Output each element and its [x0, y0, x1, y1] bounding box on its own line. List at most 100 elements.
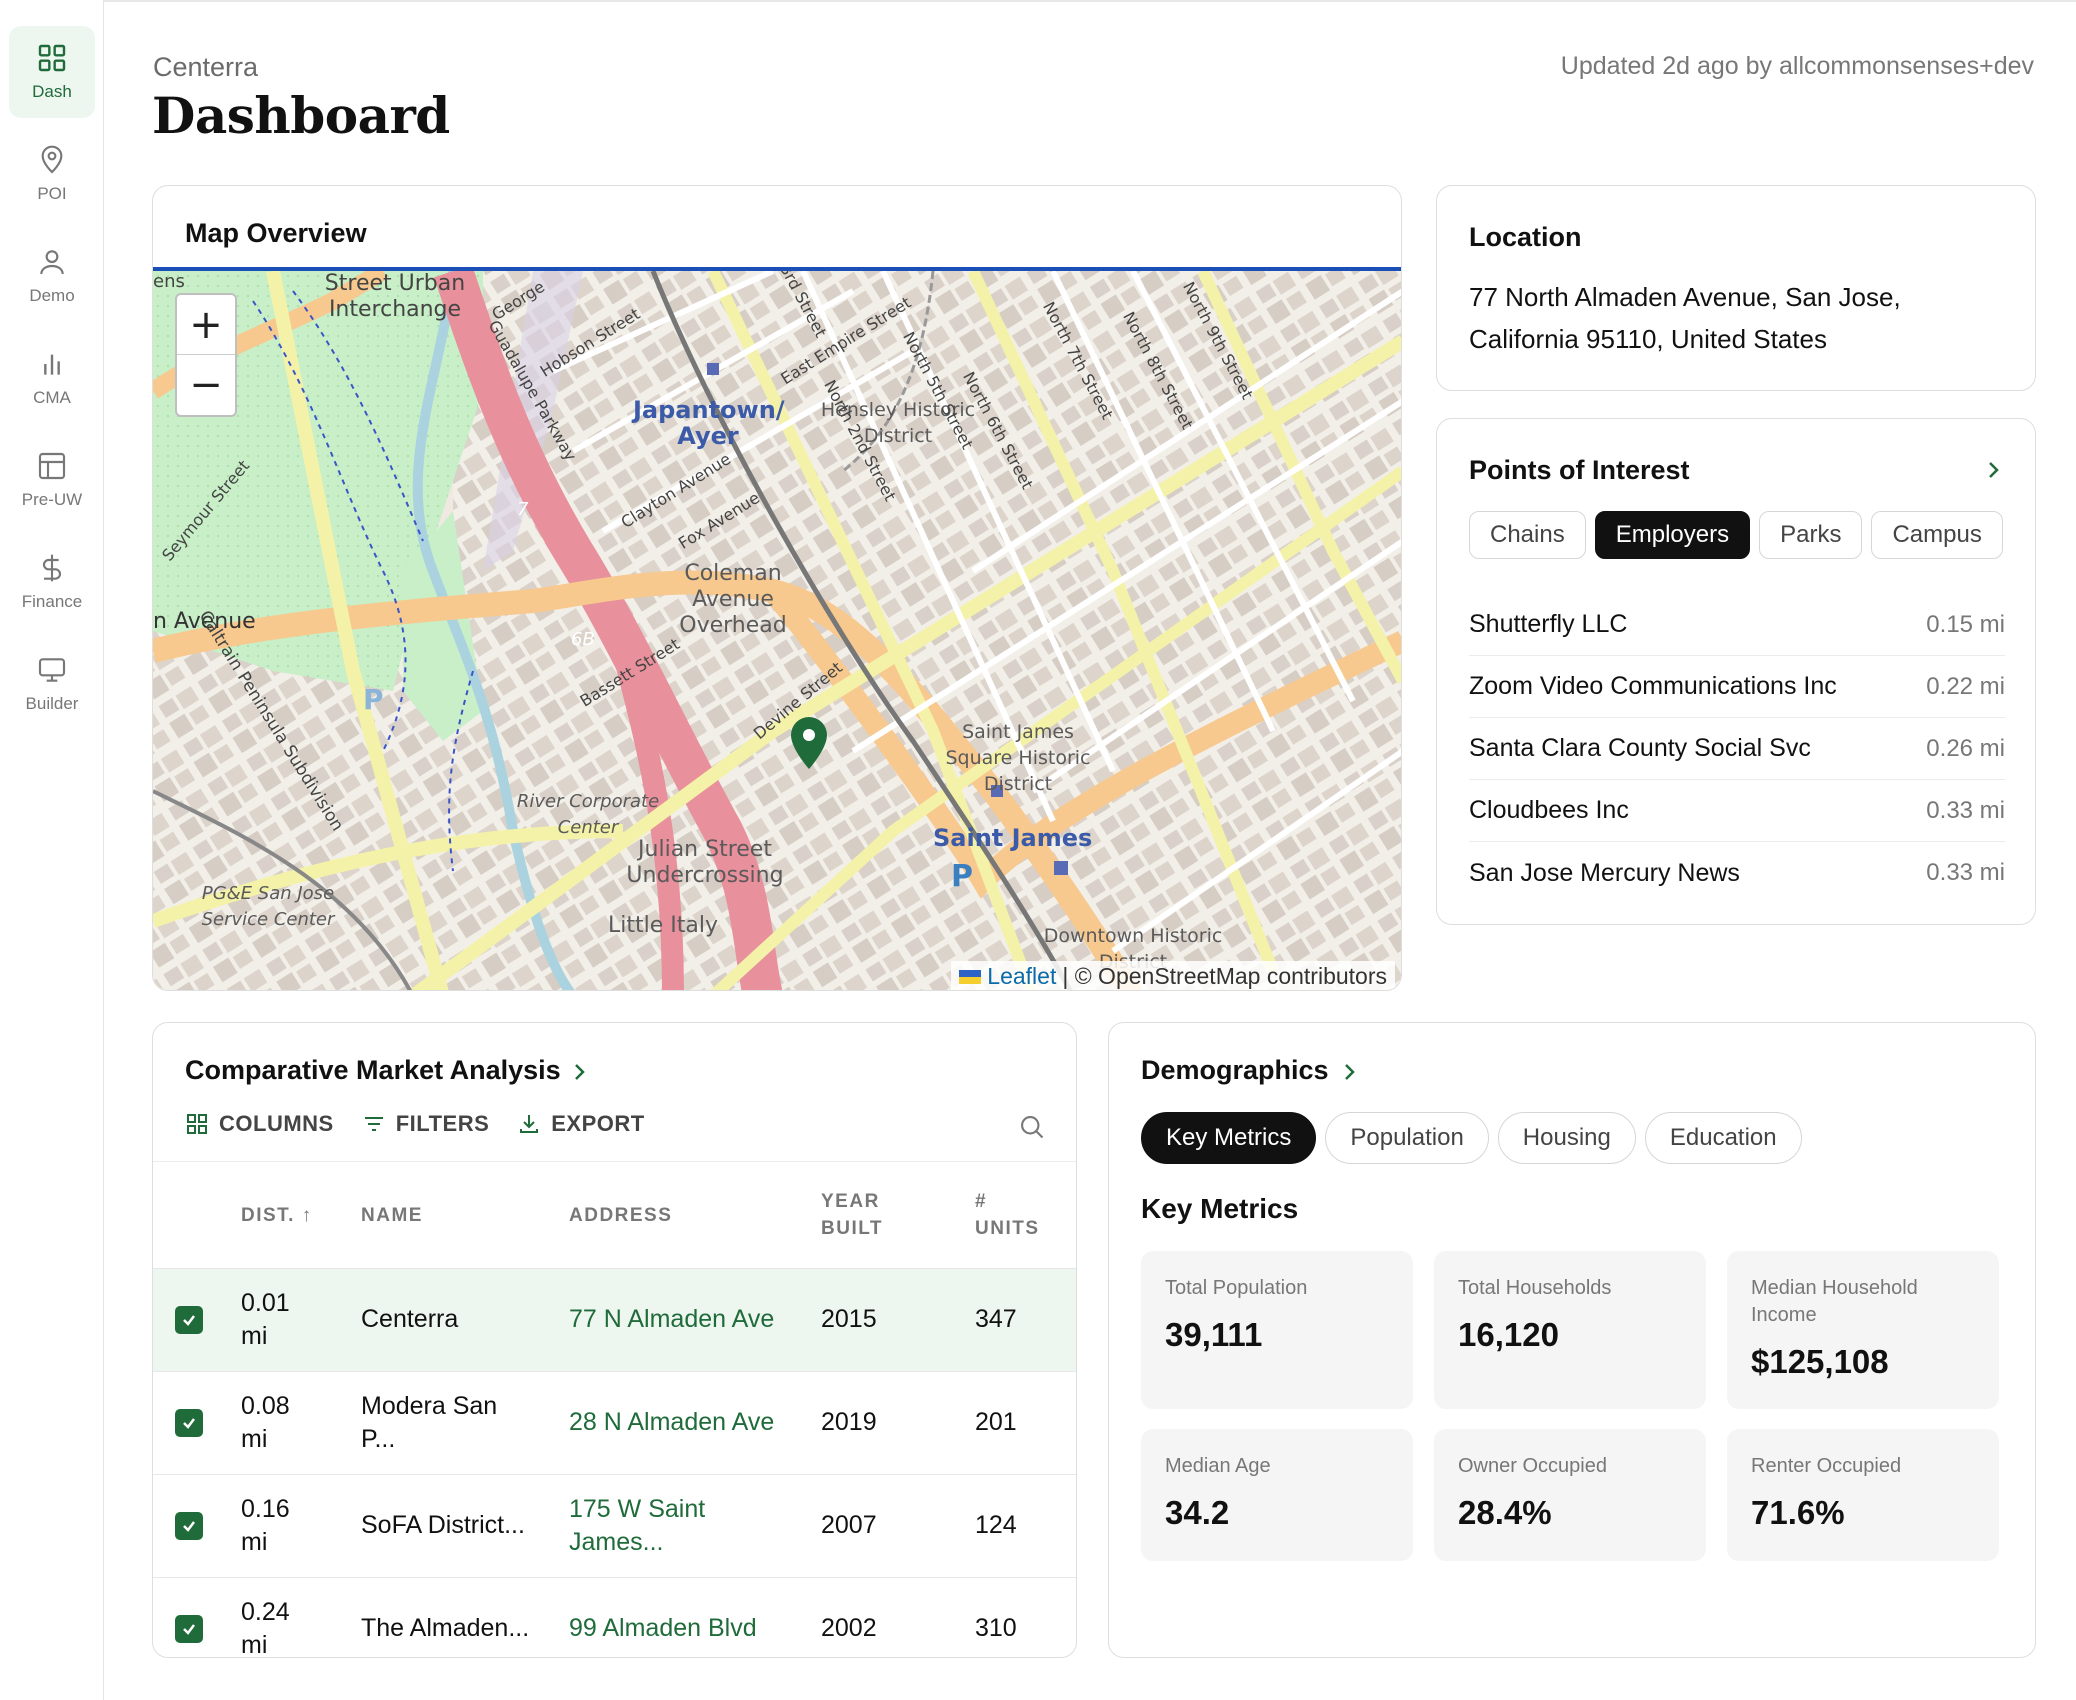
cell-address[interactable]: 77 N Almaden Ave	[569, 1305, 775, 1333]
row-checkbox[interactable]	[175, 1409, 203, 1437]
sidebar-item-demo[interactable]: Demo	[9, 230, 95, 322]
sidebar-item-cma[interactable]: CMA	[9, 332, 95, 424]
table-row[interactable]: 0.24 mi The Almaden... 99 Almaden Blvd 20…	[153, 1578, 1076, 1657]
column-header-units[interactable]: # UNITS	[975, 1188, 1040, 1242]
row-checkbox[interactable]	[175, 1512, 203, 1540]
cell-name: The Almaden...	[361, 1614, 530, 1642]
property-marker	[791, 717, 827, 769]
poi-list: Shutterfly LLC 0.15 mi Zoom Video Communi…	[1469, 594, 2005, 904]
column-header-address[interactable]: ADDRESS	[569, 1205, 673, 1226]
cell-name-line2: P...	[361, 1425, 396, 1453]
tab-parks[interactable]: Parks	[1759, 511, 1863, 559]
cell-name: Modera San P...	[361, 1390, 497, 1456]
list-item[interactable]: Shutterfly LLC 0.15 mi	[1469, 594, 2005, 656]
map-label-little-italy: Little Italy	[608, 913, 718, 938]
location-address: 77 North Almaden Avenue, San Jose, Calif…	[1469, 282, 1901, 354]
zoom-out-button[interactable]: −	[189, 362, 223, 408]
map-view[interactable]: ens Street Urban Interchange Japantown/ …	[153, 267, 1401, 990]
map-label-avenue: n Avenue	[153, 609, 256, 634]
stat-owner-occupied: Owner Occupied 28.4%	[1434, 1429, 1706, 1561]
list-item[interactable]: Cloudbees Inc 0.33 mi	[1469, 780, 2005, 842]
columns-button[interactable]: COLUMNS	[185, 1111, 334, 1137]
osm-attribution: | © OpenStreetMap contributors	[1062, 963, 1387, 989]
list-item[interactable]: Santa Clara County Social Svc 0.26 mi	[1469, 718, 2005, 780]
filter-icon	[364, 1117, 383, 1131]
table-row[interactable]: 0.16 mi SoFA District... 175 W Saint James…	[153, 1475, 1076, 1578]
demographics-tabs: Key Metrics Population Housing Education	[1141, 1112, 1802, 1164]
demographics-title[interactable]: Demographics	[1141, 1055, 1329, 1085]
sidebar-item-poi[interactable]: POI	[9, 128, 95, 220]
cell-units: 310	[975, 1614, 1017, 1642]
tab-housing[interactable]: Housing	[1497, 1112, 1636, 1164]
cell-dist-unit: mi	[241, 1322, 268, 1350]
map-label-route-7: 7	[517, 499, 529, 520]
list-item[interactable]: Zoom Video Communications Inc 0.22 mi	[1469, 656, 2005, 718]
cell-name-line1: Modera San	[361, 1392, 498, 1420]
row-checkbox[interactable]	[175, 1306, 203, 1334]
location-card: Location 77 North Almaden Avenue, San Jo…	[1436, 185, 2036, 391]
breadcrumb[interactable]: Centerra	[153, 52, 259, 82]
map-label-interchange: Street Urban Interchange	[324, 271, 466, 322]
export-button[interactable]: EXPORT	[517, 1111, 644, 1137]
table-row[interactable]: 0.08 mi Modera San P... 28 N Almaden Ave 2…	[153, 1372, 1076, 1475]
stat-label: Median Age	[1165, 1455, 1271, 1477]
cell-address[interactable]: 28 N Almaden Ave	[569, 1408, 775, 1436]
stat-label: Owner Occupied	[1458, 1455, 1607, 1477]
table-row[interactable]: 0.01 mi Centerra 77 N Almaden Ave 2015 34…	[153, 1269, 1076, 1372]
cell-address[interactable]: 175 W Saint James...	[569, 1493, 705, 1559]
poi-title[interactable]: Points of Interest	[1469, 455, 1690, 485]
cell-year: 2002	[821, 1614, 877, 1642]
poi-name: San Jose Mercury News	[1469, 858, 1740, 887]
map-label-ens: ens	[153, 271, 185, 292]
cell-dist-value: 0.01	[241, 1289, 290, 1317]
chevron-right-icon[interactable]	[1341, 1061, 1359, 1083]
tab-employers[interactable]: Employers	[1594, 511, 1751, 559]
column-header-year-line2: BUILT	[821, 1218, 884, 1239]
cma-toolbar: COLUMNS FILTERS EXPORT	[185, 1111, 645, 1137]
sidebar-item-pre-uw[interactable]: Pre-UW	[9, 434, 95, 526]
layout-icon	[38, 452, 66, 480]
cell-dist: 0.24 mi	[241, 1596, 290, 1657]
stat-value: 71.6%	[1751, 1494, 1845, 1531]
cma-title[interactable]: Comparative Market Analysis	[185, 1055, 561, 1085]
chevron-right-icon[interactable]	[1983, 459, 2003, 481]
cell-dist-unit: mi	[241, 1425, 268, 1453]
top-border	[0, 0, 2076, 2]
check-icon	[183, 1315, 195, 1326]
map-overview-card: Map Overview	[152, 185, 1402, 991]
chevron-right-icon[interactable]	[571, 1061, 589, 1083]
tab-population[interactable]: Population	[1325, 1112, 1489, 1164]
tab-chains[interactable]: Chains	[1469, 511, 1586, 559]
column-header-year[interactable]: YEAR BUILT	[821, 1188, 883, 1242]
tab-campus[interactable]: Campus	[1871, 511, 2003, 559]
row-checkbox[interactable]	[175, 1615, 203, 1643]
filters-button[interactable]: FILTERS	[362, 1111, 490, 1137]
cell-address[interactable]: 99 Almaden Blvd	[569, 1614, 757, 1642]
stat-renter-occupied: Renter Occupied 71.6%	[1727, 1429, 1999, 1561]
column-header-dist[interactable]: DIST. ↑	[241, 1205, 313, 1226]
tab-education[interactable]: Education	[1644, 1112, 1802, 1164]
stat-value: 28.4%	[1458, 1494, 1552, 1531]
cell-name: Centerra	[361, 1305, 459, 1333]
key-metrics-heading: Key Metrics	[1141, 1193, 1299, 1224]
leaflet-link[interactable]: Leaflet	[987, 963, 1057, 989]
grid-icon	[38, 44, 66, 72]
zoom-in-button[interactable]: +	[177, 295, 235, 355]
list-item[interactable]: San Jose Mercury News 0.33 mi	[1469, 842, 2005, 904]
sidebar: Dash POI Demo CMA Pre-UW Finance Builder	[0, 0, 104, 1700]
column-header-name[interactable]: NAME	[361, 1205, 423, 1226]
check-icon	[183, 1521, 195, 1532]
poi-name: Zoom Video Communications Inc	[1469, 672, 1837, 700]
tab-key-metrics[interactable]: Key Metrics	[1141, 1112, 1317, 1164]
page-title: Dashboard	[152, 86, 450, 145]
cell-dist-unit: mi	[241, 1528, 268, 1556]
cell-year: 2007	[821, 1511, 877, 1539]
cell-name: SoFA District...	[361, 1511, 525, 1539]
cma-card: Comparative Market Analysis COLUMNS FILT…	[152, 1022, 1077, 1658]
sidebar-item-dash[interactable]: Dash	[9, 26, 95, 118]
sidebar-item-builder[interactable]: Builder	[9, 638, 95, 730]
sidebar-item-label: POI	[37, 184, 67, 203]
search-icon[interactable]	[1018, 1113, 1046, 1141]
sidebar-item-finance[interactable]: Finance	[9, 536, 95, 628]
map-label-japantown: Japantown/ Ayer	[633, 396, 785, 450]
